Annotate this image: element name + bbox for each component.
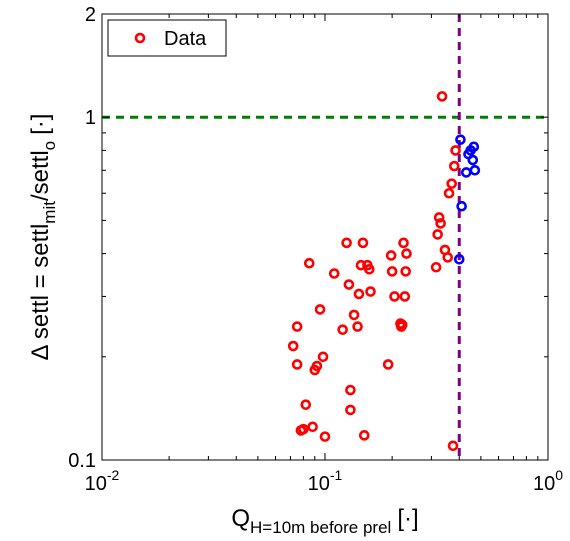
y-tick-label: 0.1 <box>68 450 96 472</box>
data-point-red <box>343 279 355 290</box>
data-point-red <box>352 321 363 332</box>
data-point-red <box>307 421 318 433</box>
data-point-red <box>364 263 375 275</box>
data-point-red <box>442 252 454 263</box>
data-point-red <box>398 237 409 249</box>
y-tick-label: 1 <box>85 107 96 129</box>
data-point-red <box>401 248 412 259</box>
data-point-red <box>396 319 408 331</box>
data-point-red <box>435 218 446 229</box>
axis-ticks: 10-2 10-1 100 0.1 1 2 <box>68 4 563 495</box>
x-tick-label: 10-2 <box>85 467 120 495</box>
y-axis-label-sub1: mit <box>40 201 59 224</box>
y-axis-label-unit: [·] <box>27 114 54 135</box>
data-point-blue <box>467 154 479 166</box>
data-point-red <box>382 359 394 370</box>
data-points <box>287 91 481 452</box>
data-point-red <box>345 404 356 416</box>
y-axis-label: Δ settl = settlmit/settlo [·] <box>27 114 59 361</box>
data-point-red <box>447 440 459 452</box>
data-point-red <box>341 237 352 249</box>
data-point-blue <box>468 141 480 153</box>
y-axis-label-pre: Δ settl = settl <box>27 224 54 361</box>
data-point-red <box>443 187 455 199</box>
data-point-red <box>348 309 360 321</box>
x-axis-label-sub: H=10m before prel <box>250 518 391 537</box>
x-axis-label-main: Q <box>231 505 250 532</box>
data-point-blue <box>469 164 481 176</box>
x-tick-label: 100 <box>533 467 563 495</box>
legend: Data <box>107 19 227 57</box>
data-point-blue <box>453 254 465 265</box>
data-point-red <box>357 237 369 249</box>
data-point-red <box>365 286 376 297</box>
legend-marker <box>134 32 146 44</box>
data-point-red <box>303 257 315 269</box>
data-point-red <box>328 268 340 279</box>
data-point-red <box>355 259 367 271</box>
data-point-red <box>432 229 443 240</box>
data-point-red <box>345 384 356 396</box>
data-point-red <box>448 160 460 172</box>
reference-lines <box>102 14 548 460</box>
y-axis-label-mid: /settl <box>27 150 54 201</box>
legend-label-data: Data <box>164 28 207 50</box>
legend-box <box>107 19 227 57</box>
data-point-blue <box>456 200 467 212</box>
data-point-red <box>436 91 448 102</box>
data-point-red <box>291 359 303 370</box>
data-point-red <box>385 250 397 261</box>
data-point-red <box>317 351 329 363</box>
y-axis-label-sub2: o <box>40 141 59 150</box>
data-point-red <box>287 340 299 352</box>
data-point-red <box>353 288 365 300</box>
data-point-red <box>300 399 312 410</box>
data-point-red <box>386 266 398 277</box>
data-point-red <box>319 431 331 442</box>
data-point-red <box>400 266 411 277</box>
data-point-red <box>389 291 400 302</box>
x-axis-label-unit: [·] <box>397 505 418 532</box>
plot-area <box>101 13 549 461</box>
data-point-red <box>298 423 309 435</box>
data-point-red <box>430 261 442 273</box>
data-point-red <box>314 304 326 315</box>
data-point-red <box>450 145 461 156</box>
data-point-red <box>446 178 458 189</box>
data-point-red <box>399 291 411 302</box>
data-point-red <box>311 360 323 372</box>
data-point-red <box>358 430 370 441</box>
x-tick-label: 10-1 <box>308 467 343 495</box>
x-axis-label: QH=10m before prel [·] <box>231 505 418 537</box>
data-point-red <box>291 321 303 332</box>
data-point-red <box>337 324 348 335</box>
data-point-blue <box>455 134 466 145</box>
data-point-red <box>433 212 445 223</box>
y-tick-label: 2 <box>85 4 96 26</box>
